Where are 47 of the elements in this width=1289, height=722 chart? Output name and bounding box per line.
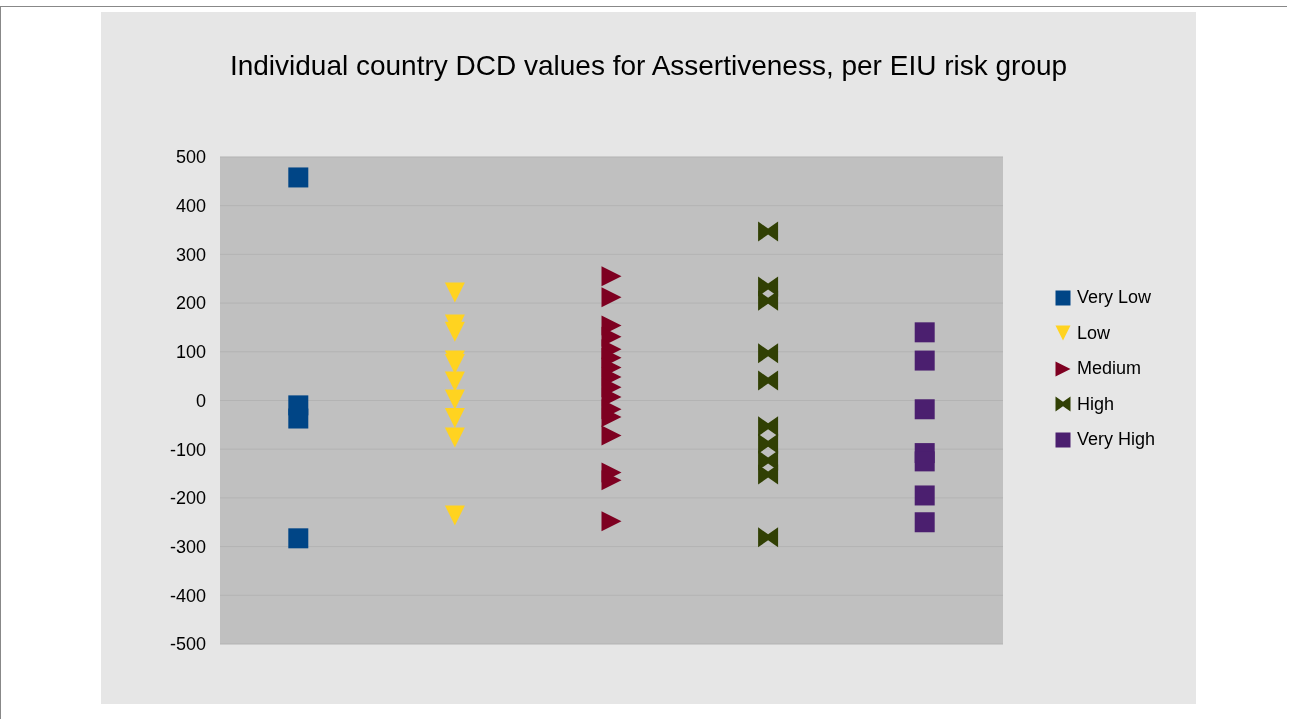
point bbox=[288, 167, 309, 188]
point bbox=[914, 512, 935, 533]
point bbox=[601, 425, 622, 446]
point bbox=[758, 343, 779, 364]
legend-label: Very Low bbox=[1077, 287, 1152, 309]
point bbox=[601, 511, 622, 532]
point bbox=[444, 371, 465, 392]
y-tick-label: -200 bbox=[169, 488, 206, 509]
y-tick-label: -100 bbox=[169, 439, 206, 460]
point bbox=[758, 416, 779, 437]
legend-label: Very High bbox=[1077, 429, 1156, 451]
y-tick-label: 500 bbox=[175, 147, 206, 168]
point bbox=[601, 470, 622, 491]
point bbox=[758, 221, 779, 242]
point bbox=[601, 407, 622, 428]
point bbox=[444, 389, 465, 410]
y-tick-label: -500 bbox=[169, 634, 206, 655]
legend-label: Medium bbox=[1077, 358, 1142, 380]
point bbox=[601, 287, 622, 308]
point bbox=[444, 321, 465, 342]
point bbox=[914, 485, 935, 506]
point bbox=[914, 350, 935, 371]
y-tick-label: 0 bbox=[195, 390, 206, 411]
point bbox=[914, 322, 935, 343]
point bbox=[758, 433, 779, 454]
legend-label: Low bbox=[1077, 322, 1111, 344]
point bbox=[444, 282, 465, 303]
chart-title: Individual country DCD values for Assertiveness, per EIU risk group bbox=[228, 50, 1069, 82]
y-tick-label: 400 bbox=[175, 196, 206, 217]
y-tick-label: -400 bbox=[169, 585, 206, 606]
point bbox=[914, 451, 935, 472]
point bbox=[758, 290, 779, 311]
point bbox=[288, 408, 309, 429]
point bbox=[758, 464, 779, 485]
point bbox=[601, 266, 622, 287]
y-tick-label: 300 bbox=[175, 244, 206, 265]
point bbox=[758, 370, 779, 391]
point bbox=[914, 399, 935, 420]
legend-label: High bbox=[1077, 393, 1115, 415]
point bbox=[288, 528, 309, 549]
y-tick-label: 100 bbox=[175, 342, 206, 363]
y-tick-label: 200 bbox=[175, 293, 206, 314]
point bbox=[444, 505, 465, 526]
point bbox=[758, 527, 779, 548]
point bbox=[444, 427, 465, 448]
y-tick-label: -300 bbox=[169, 536, 206, 557]
point bbox=[444, 408, 465, 429]
